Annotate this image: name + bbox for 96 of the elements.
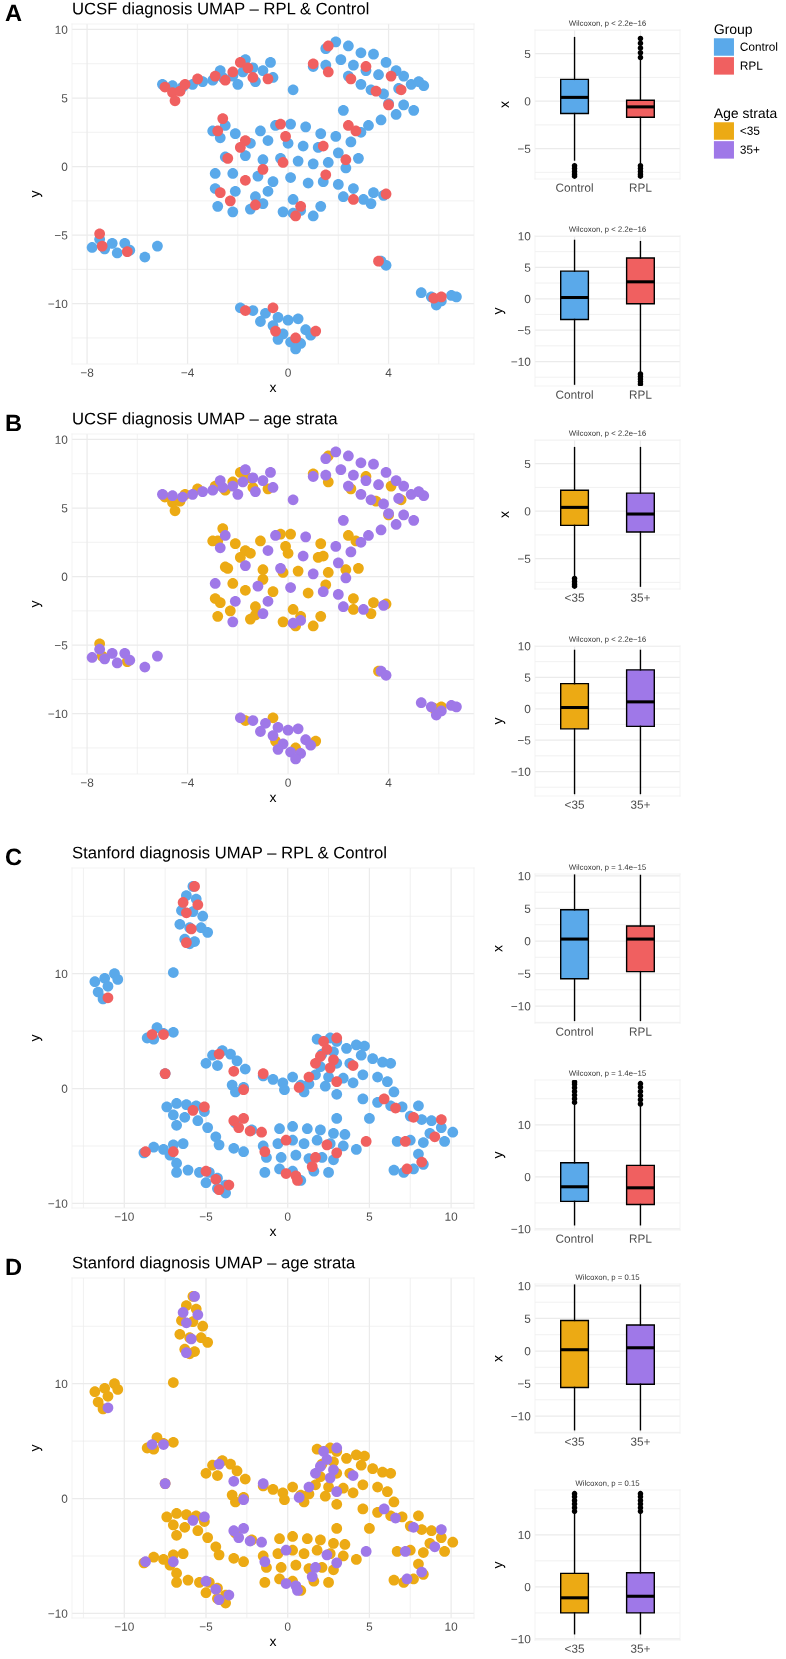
- y-axis-title: y: [32, 190, 43, 198]
- x-tick-label: −8: [80, 368, 94, 377]
- legend-label: 35+: [740, 145, 760, 154]
- y-tick-label: −10: [511, 767, 531, 776]
- y-axis-title: y: [32, 1034, 43, 1042]
- y-tick-label: 10: [55, 25, 68, 34]
- y-tick-label: −5: [517, 144, 531, 154]
- chart-title: UCSF diagnosis UMAP – age strata: [73, 412, 338, 428]
- y-tick-label: −10: [48, 1609, 68, 1618]
- legend-label: RPL: [740, 61, 763, 70]
- chart-title: Stanford diagnosis UMAP – age strata: [72, 1256, 356, 1272]
- x-tick-label: 0: [284, 1212, 291, 1221]
- y-tick-label: −5: [517, 736, 531, 745]
- x-tick-label: −4: [181, 778, 194, 787]
- x-axis-title: x: [269, 1228, 277, 1237]
- y-tick-label: 0: [524, 1582, 531, 1592]
- y-tick-label: 0: [524, 1347, 531, 1356]
- y-tick-label: 0: [524, 97, 531, 106]
- y-tick-label: 0: [61, 162, 68, 171]
- y-tick-label: 10: [518, 232, 531, 241]
- y-tick-label: −5: [517, 1379, 531, 1388]
- text: D: [6, 1258, 22, 1276]
- y-tick-label: −10: [48, 709, 68, 719]
- y-tick-label: 5: [524, 904, 531, 913]
- y-tick-label: −10: [511, 1002, 531, 1011]
- y-tick-label: 10: [55, 435, 68, 444]
- chart-title: UCSF diagnosis UMAP – RPL & Control: [73, 2, 369, 18]
- y-tick-label: 0: [524, 937, 531, 946]
- y-tick-label: 0: [61, 572, 68, 581]
- y-tick-label: 10: [518, 871, 531, 881]
- y-tick-label: 5: [61, 94, 68, 103]
- y-axis-title: y: [495, 1561, 506, 1569]
- y-tick-label: −10: [48, 1199, 68, 1208]
- y-tick-label: 10: [518, 1281, 531, 1291]
- x-tick-label: 4: [385, 778, 392, 787]
- x-tick-label: 0: [285, 778, 291, 787]
- x-tick-label: 4: [385, 368, 392, 377]
- y-tick-label: −10: [511, 357, 531, 366]
- y-tick-label: 0: [61, 1084, 68, 1093]
- x-tick-label: 0: [284, 1622, 291, 1631]
- y-axis-title: x: [501, 101, 509, 108]
- y-axis-title: y: [495, 307, 506, 315]
- x-tick-label: −10: [114, 1622, 134, 1631]
- y-tick-label: 5: [61, 504, 68, 513]
- x-axis-title: x: [269, 794, 277, 803]
- text: C: [5, 848, 22, 866]
- x-tick-label: −8: [80, 778, 94, 787]
- y-tick-label: 5: [524, 49, 531, 59]
- y-axis-title: x: [501, 511, 509, 518]
- y-tick-label: 5: [524, 1314, 531, 1323]
- y-tick-label: −5: [54, 641, 68, 650]
- x-tick-label: 5: [366, 1212, 373, 1221]
- legend-label: Control: [740, 42, 778, 51]
- text: B: [6, 414, 21, 432]
- y-tick-label: −5: [517, 554, 531, 564]
- x-axis-title: x: [269, 1638, 277, 1647]
- legend-label: <35: [740, 126, 760, 135]
- y-tick-label: −5: [517, 969, 531, 978]
- y-axis-title: y: [495, 1151, 506, 1159]
- x-tick-label: 10: [445, 1622, 458, 1631]
- legend-title: Age strata: [713, 108, 778, 121]
- y-axis-title: y: [495, 717, 506, 725]
- x-tick-label: 0: [285, 368, 291, 377]
- y-tick-label: 10: [518, 1120, 531, 1130]
- x-tick-label: 5: [366, 1622, 373, 1631]
- x-tick-label: −10: [114, 1212, 134, 1221]
- y-axis-title: x: [495, 945, 503, 952]
- x-tick-label: −4: [181, 368, 194, 377]
- y-axis-title: y: [32, 1444, 43, 1452]
- legend-title: Group: [714, 24, 752, 37]
- y-tick-label: −5: [517, 326, 531, 335]
- y-tick-label: −10: [48, 299, 68, 309]
- y-tick-label: −5: [54, 231, 68, 240]
- y-tick-label: 0: [61, 1494, 68, 1503]
- y-tick-label: 5: [524, 263, 531, 272]
- x-tick-label: 10: [445, 1212, 458, 1221]
- y-tick-label: 0: [524, 294, 531, 304]
- y-axis-title: y: [32, 600, 43, 608]
- x-tick-label: −5: [199, 1622, 213, 1631]
- y-tick-label: −10: [511, 1224, 531, 1234]
- text: A: [5, 4, 22, 22]
- chart-title: Stanford diagnosis UMAP – RPL & Control: [72, 846, 386, 862]
- y-tick-label: 10: [518, 642, 531, 651]
- y-tick-label: 5: [524, 673, 531, 682]
- y-tick-label: −10: [511, 1412, 531, 1421]
- y-tick-label: −10: [511, 1634, 531, 1644]
- y-tick-label: 10: [55, 1379, 68, 1389]
- y-axis-title: x: [495, 1355, 503, 1362]
- x-tick-label: −5: [199, 1212, 213, 1221]
- x-axis-title: x: [269, 384, 277, 393]
- y-tick-label: 10: [518, 1530, 531, 1540]
- y-tick-label: 10: [55, 969, 68, 979]
- y-tick-label: 0: [524, 704, 531, 714]
- y-tick-label: 5: [524, 459, 531, 469]
- y-tick-label: 0: [524, 507, 531, 516]
- y-tick-label: 0: [524, 1172, 531, 1182]
